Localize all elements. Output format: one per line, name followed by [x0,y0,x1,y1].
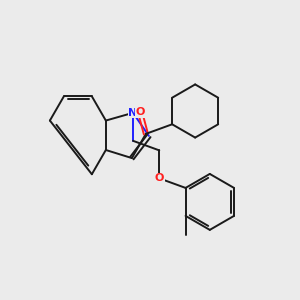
Text: N: N [128,108,138,118]
Text: O: O [135,107,145,117]
Text: O: O [154,173,164,183]
